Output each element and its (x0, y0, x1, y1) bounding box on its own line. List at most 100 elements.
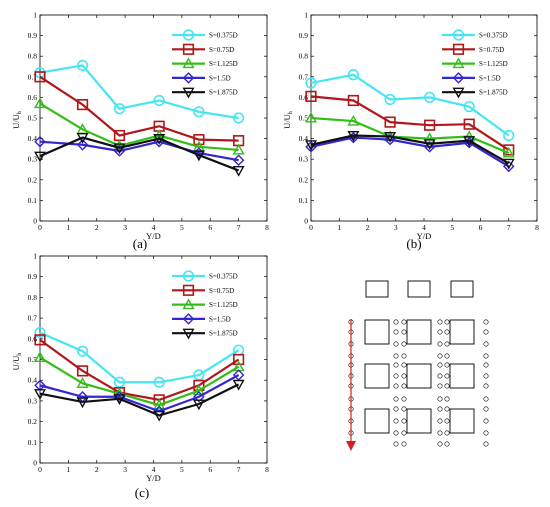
y-tick-label: 0.9 (299, 31, 309, 40)
data-point (305, 90, 317, 102)
data-point (113, 145, 126, 157)
data-point (153, 398, 166, 410)
data-point (423, 141, 436, 153)
x-tick-label: 4 (422, 223, 426, 232)
y-tick-label: 0.2 (299, 175, 309, 184)
data-point (153, 376, 165, 388)
data-point (34, 351, 46, 362)
data-point (34, 97, 46, 109)
small-cylinder (437, 396, 443, 402)
legend-marker (182, 270, 195, 282)
data-point (193, 106, 205, 118)
y-tick-label: 0 (304, 217, 308, 226)
small-cylinder (483, 396, 489, 402)
legend: S=0.375D S=0.75D S=1.125D S=1.5D S=1.875D (172, 270, 238, 340)
series-line (310, 136, 510, 168)
series-1 (34, 71, 245, 147)
small-cylinder (483, 406, 489, 412)
legend-marker (182, 313, 195, 325)
small-cylinder (437, 383, 443, 389)
y-tick-label: 0.2 (28, 417, 38, 426)
series-line (310, 95, 510, 151)
x-axis-label: Y/D (417, 231, 432, 241)
legend-label: S=0.375D (209, 32, 238, 40)
data-point (233, 353, 245, 366)
series-line (310, 73, 510, 137)
legend-label: S=1.125D (479, 60, 508, 68)
y-tick-label: 0.4 (28, 376, 38, 385)
series-2 (34, 351, 245, 410)
y-axis-label: U/Uh (11, 111, 23, 129)
data-point (193, 390, 205, 403)
panel-caption: (a) (133, 236, 147, 251)
small-cylinder (483, 341, 489, 347)
y-axis-label-sub: h (17, 353, 23, 356)
square-cylinder (449, 319, 475, 345)
data-point (34, 389, 46, 400)
x-tick-label: 3 (394, 223, 398, 232)
x-tick-label: 3 (123, 465, 127, 474)
small-cylinder (437, 373, 443, 379)
small-cylinder (444, 329, 450, 335)
legend-marker (182, 87, 195, 99)
small-cylinder (393, 341, 399, 347)
y-axis-label-main: U/U (282, 114, 292, 129)
series-0 (305, 69, 515, 142)
legend-label: S=0.375D (479, 32, 508, 40)
small-cylinder (393, 396, 399, 402)
data-point (153, 134, 166, 145)
small-cylinder (401, 441, 407, 447)
small-cylinder (437, 406, 443, 412)
data-point (113, 139, 126, 151)
y-tick-label: 0.5 (28, 355, 38, 364)
data-point (502, 146, 515, 158)
x-tick-label: 2 (95, 465, 99, 474)
x-tick-label: 1 (337, 223, 341, 232)
y-axis-label-main: U/U (11, 114, 21, 129)
small-cylinder (437, 341, 443, 347)
small-cylinder (483, 319, 489, 325)
small-cylinder (444, 341, 450, 347)
data-point (232, 154, 245, 167)
small-cylinder (401, 353, 407, 359)
small-cylinder (393, 418, 399, 424)
data-point (76, 397, 89, 409)
y-axis-label: U/Uh (11, 353, 23, 371)
y-tick-label: 0.4 (299, 134, 309, 143)
small-cylinder (401, 383, 407, 389)
legend-marker (182, 72, 195, 84)
series-1 (34, 334, 245, 406)
series-4 (34, 133, 245, 177)
y-tick-label: 0.7 (28, 314, 38, 323)
y-tick-label: 0.8 (28, 52, 38, 61)
legend-label: S=1.875D (479, 89, 508, 97)
y-tick-label: 1 (33, 252, 37, 261)
small-cylinder (483, 362, 489, 368)
series-0 (34, 59, 245, 124)
x-tick-label: 7 (237, 223, 241, 232)
series-line (39, 64, 239, 120)
small-cylinder (393, 329, 399, 335)
x-tick-label: 0 (38, 465, 42, 474)
small-cylinder (437, 362, 443, 368)
data-point (305, 140, 317, 152)
data-point (76, 133, 89, 144)
small-cylinder (393, 353, 399, 359)
y-axis-label-sub: h (288, 111, 294, 114)
small-cylinder (437, 441, 443, 447)
series-line (310, 116, 510, 155)
square-cylinder (364, 408, 390, 434)
series-line (39, 140, 239, 162)
panel-caption: (c) (135, 485, 149, 500)
legend: S=0.375D S=0.75D S=1.125D S=1.5D S=1.875D (172, 29, 238, 99)
data-point (192, 384, 205, 396)
small-cylinder (393, 362, 399, 368)
data-point (34, 71, 46, 83)
x-axis-label: Y/D (146, 473, 161, 483)
x-tick-label: 6 (479, 223, 483, 232)
y-tick-label: 0.7 (299, 72, 309, 81)
legend-label: S=1.5D (479, 74, 501, 82)
x-tick-label: 5 (450, 223, 454, 232)
small-cylinder (483, 373, 489, 379)
legend-label: S=1.125D (209, 301, 238, 309)
